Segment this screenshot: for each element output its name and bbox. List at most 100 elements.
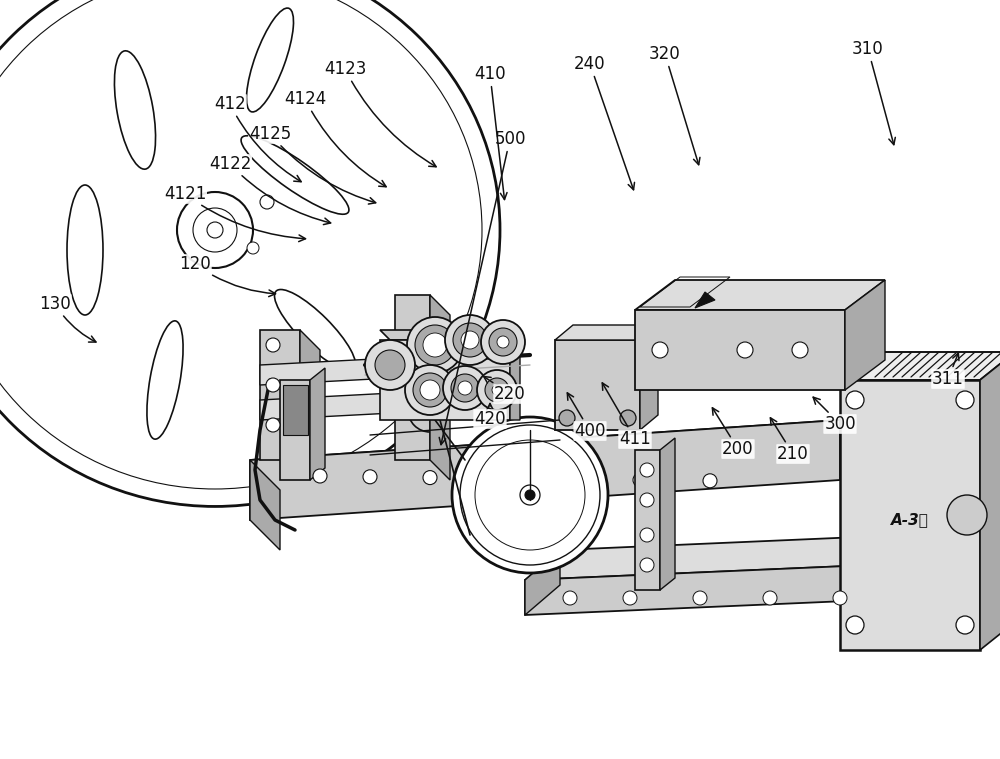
- Text: 130: 130: [39, 295, 96, 342]
- Circle shape: [640, 493, 654, 507]
- Circle shape: [493, 471, 507, 486]
- Ellipse shape: [114, 51, 156, 169]
- Polygon shape: [640, 325, 658, 430]
- Circle shape: [481, 320, 525, 364]
- Polygon shape: [260, 390, 450, 420]
- Circle shape: [559, 410, 575, 426]
- Polygon shape: [845, 280, 885, 390]
- Circle shape: [458, 381, 472, 395]
- Circle shape: [563, 472, 577, 487]
- Polygon shape: [525, 550, 560, 615]
- Polygon shape: [250, 460, 280, 550]
- Polygon shape: [555, 325, 658, 340]
- Circle shape: [453, 323, 487, 357]
- Circle shape: [520, 485, 540, 505]
- Text: 310: 310: [852, 40, 895, 145]
- Circle shape: [737, 342, 753, 358]
- Text: 220: 220: [484, 376, 526, 403]
- Polygon shape: [525, 565, 870, 615]
- Ellipse shape: [241, 136, 349, 214]
- Circle shape: [640, 558, 654, 572]
- Circle shape: [492, 385, 502, 395]
- Circle shape: [563, 591, 577, 605]
- Polygon shape: [430, 295, 450, 480]
- Circle shape: [207, 222, 223, 238]
- Ellipse shape: [147, 321, 183, 439]
- Text: 200: 200: [712, 408, 754, 458]
- Polygon shape: [300, 330, 320, 480]
- Circle shape: [193, 208, 237, 252]
- Text: 320: 320: [649, 45, 700, 165]
- Circle shape: [266, 378, 280, 392]
- Text: 420: 420: [474, 404, 506, 428]
- Circle shape: [846, 616, 864, 634]
- Circle shape: [833, 591, 847, 605]
- Circle shape: [633, 473, 647, 487]
- Text: 210: 210: [770, 417, 809, 463]
- Circle shape: [423, 333, 447, 357]
- Polygon shape: [695, 292, 715, 308]
- Circle shape: [313, 469, 327, 483]
- Polygon shape: [260, 355, 450, 385]
- Circle shape: [703, 474, 717, 488]
- Text: 4123: 4123: [324, 60, 436, 167]
- Polygon shape: [660, 438, 675, 590]
- Circle shape: [413, 373, 447, 407]
- Polygon shape: [395, 295, 430, 460]
- Circle shape: [947, 495, 987, 535]
- Polygon shape: [980, 352, 1000, 650]
- Polygon shape: [635, 450, 660, 590]
- Polygon shape: [840, 380, 980, 650]
- Text: 410: 410: [474, 65, 507, 200]
- Text: 412: 412: [214, 95, 301, 181]
- Circle shape: [177, 192, 253, 268]
- Text: 240: 240: [574, 55, 635, 190]
- Circle shape: [452, 417, 608, 573]
- Circle shape: [407, 317, 463, 373]
- Circle shape: [763, 591, 777, 605]
- Circle shape: [461, 331, 479, 349]
- Text: 4122: 4122: [209, 155, 331, 225]
- Ellipse shape: [274, 289, 356, 370]
- Circle shape: [405, 365, 455, 415]
- Circle shape: [693, 591, 707, 605]
- Circle shape: [620, 410, 636, 426]
- Text: 4124: 4124: [284, 90, 386, 187]
- Circle shape: [423, 471, 437, 484]
- Circle shape: [623, 591, 637, 605]
- Circle shape: [792, 342, 808, 358]
- Ellipse shape: [0, 0, 500, 506]
- Circle shape: [445, 315, 495, 365]
- Circle shape: [375, 350, 405, 380]
- Polygon shape: [510, 330, 520, 420]
- Text: A-3型: A-3型: [891, 512, 929, 528]
- Ellipse shape: [67, 185, 103, 315]
- Text: 300: 300: [813, 397, 856, 433]
- Circle shape: [640, 463, 654, 477]
- Circle shape: [451, 374, 479, 402]
- Circle shape: [652, 342, 668, 358]
- Text: 400: 400: [567, 393, 606, 440]
- Polygon shape: [250, 420, 840, 520]
- Text: 500: 500: [439, 130, 526, 445]
- Text: 411: 411: [602, 383, 651, 448]
- Polygon shape: [380, 340, 510, 420]
- Text: 4125: 4125: [249, 125, 376, 204]
- Circle shape: [266, 418, 280, 432]
- Polygon shape: [280, 380, 310, 480]
- Ellipse shape: [246, 8, 294, 112]
- Circle shape: [363, 470, 377, 483]
- Polygon shape: [840, 352, 1000, 380]
- Circle shape: [525, 490, 535, 500]
- Circle shape: [420, 380, 440, 400]
- Circle shape: [477, 370, 517, 410]
- Circle shape: [956, 391, 974, 409]
- Circle shape: [415, 325, 455, 365]
- Text: 4121: 4121: [164, 185, 306, 241]
- Polygon shape: [380, 330, 520, 340]
- Text: 120: 120: [179, 255, 276, 297]
- Polygon shape: [635, 310, 845, 390]
- Polygon shape: [635, 280, 885, 310]
- Circle shape: [260, 195, 274, 209]
- Polygon shape: [525, 535, 905, 580]
